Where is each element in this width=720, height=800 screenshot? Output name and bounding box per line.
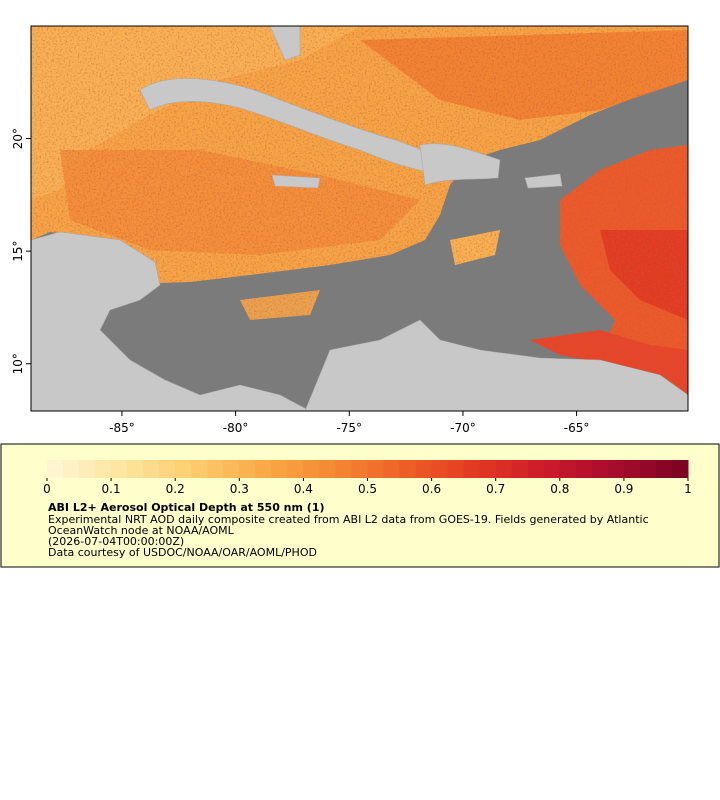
y-tick-label: 20°	[11, 128, 25, 149]
colorbar-tick-label: 0.9	[614, 482, 633, 496]
colorbar-step	[527, 460, 545, 478]
colorbar-step	[559, 460, 577, 478]
legend-line: Experimental NRT AOD daily composite cre…	[48, 513, 649, 526]
colorbar-step	[479, 460, 497, 478]
x-tick-label: -65°	[564, 421, 590, 435]
x-tick-label: -70°	[450, 421, 476, 435]
colorbar-tick-label: 0.1	[102, 482, 121, 496]
x-tick-label: -85°	[109, 421, 135, 435]
colorbar-step	[591, 460, 609, 478]
colorbar-step	[639, 460, 657, 478]
colorbar-step	[127, 460, 144, 478]
colorbar-step	[463, 460, 481, 478]
y-tick-label: 15°	[11, 241, 25, 262]
colorbar-step	[415, 460, 433, 478]
colorbar-step	[175, 460, 192, 478]
colorbar-tick-label: 0.3	[230, 482, 249, 496]
colorbar-step	[143, 460, 160, 478]
colorbar-step	[655, 460, 673, 478]
colorbar-step	[79, 460, 96, 478]
colorbar-tick-label: 1	[684, 482, 692, 496]
colorbar-tick-label: 0.4	[294, 482, 313, 496]
colorbar-tick-label: 0.7	[486, 482, 505, 496]
colorbar-tick-label: 0.2	[166, 482, 185, 496]
colorbar-step	[271, 460, 288, 478]
colorbar-step	[495, 460, 513, 478]
colorbar-step	[383, 460, 401, 478]
legend-line: Data courtesy of USDOC/NOAA/OAR/AOML/PHO…	[48, 546, 317, 559]
colorbar-step	[63, 460, 80, 478]
hispaniola	[419, 143, 501, 186]
colorbar-step	[287, 460, 304, 478]
colorbar-step	[367, 460, 385, 478]
colorbar-step	[335, 460, 352, 478]
map-frame	[30, 25, 689, 412]
colorbar-step	[575, 460, 593, 478]
x-tick-label: -75°	[336, 421, 362, 435]
colorbar-step	[511, 460, 529, 478]
colorbar-step	[47, 460, 64, 478]
puerto-rico	[524, 173, 563, 189]
x-tick-label: -80°	[223, 421, 249, 435]
colorbar-step	[623, 460, 641, 478]
colorbar-step	[95, 460, 112, 478]
colorbar-step	[319, 460, 336, 478]
colorbar-step	[399, 460, 417, 478]
colorbar-step	[303, 460, 320, 478]
axes: -85° -80° -75° -70° -65° 10° 15° 20°	[11, 128, 589, 435]
colorbar-step	[191, 460, 208, 478]
colorbar-step	[351, 460, 368, 478]
central-america	[31, 231, 311, 411]
legend-title: ABI L2+ Aerosol Optical Depth at 550 nm …	[48, 501, 325, 514]
colorbar-step	[223, 460, 240, 478]
colorbar-step	[607, 460, 625, 478]
jamaica	[271, 174, 321, 189]
colorbar: 0 0.1 0.2 0.3 0.4 0.5 0.6 0.7 0.8 0.9 1	[43, 460, 692, 496]
y-tick-label: 10°	[11, 353, 25, 374]
land	[31, 26, 688, 411]
map-area	[31, 26, 688, 411]
colorbar-step	[207, 460, 224, 478]
colorbar-tick-label: 0.6	[422, 482, 441, 496]
colorbar-step	[431, 460, 449, 478]
colorbar-step	[447, 460, 465, 478]
legend-line: OceanWatch node at NOAA/AOML	[48, 524, 235, 537]
colorbar-step	[111, 460, 128, 478]
colorbar-tick-label: 0.5	[358, 482, 377, 496]
south-america	[304, 319, 688, 411]
colorbar-step	[671, 460, 689, 478]
colorbar-step	[255, 460, 272, 478]
colorbar-tick-label: 0.8	[550, 482, 569, 496]
colorbar-tick-label: 0	[43, 482, 51, 496]
legend-line: (2026-07-04T00:00:00Z)	[48, 535, 184, 548]
colorbar-step	[159, 460, 176, 478]
colorbar-step	[543, 460, 561, 478]
florida	[269, 26, 301, 61]
colorbar-step	[239, 460, 256, 478]
